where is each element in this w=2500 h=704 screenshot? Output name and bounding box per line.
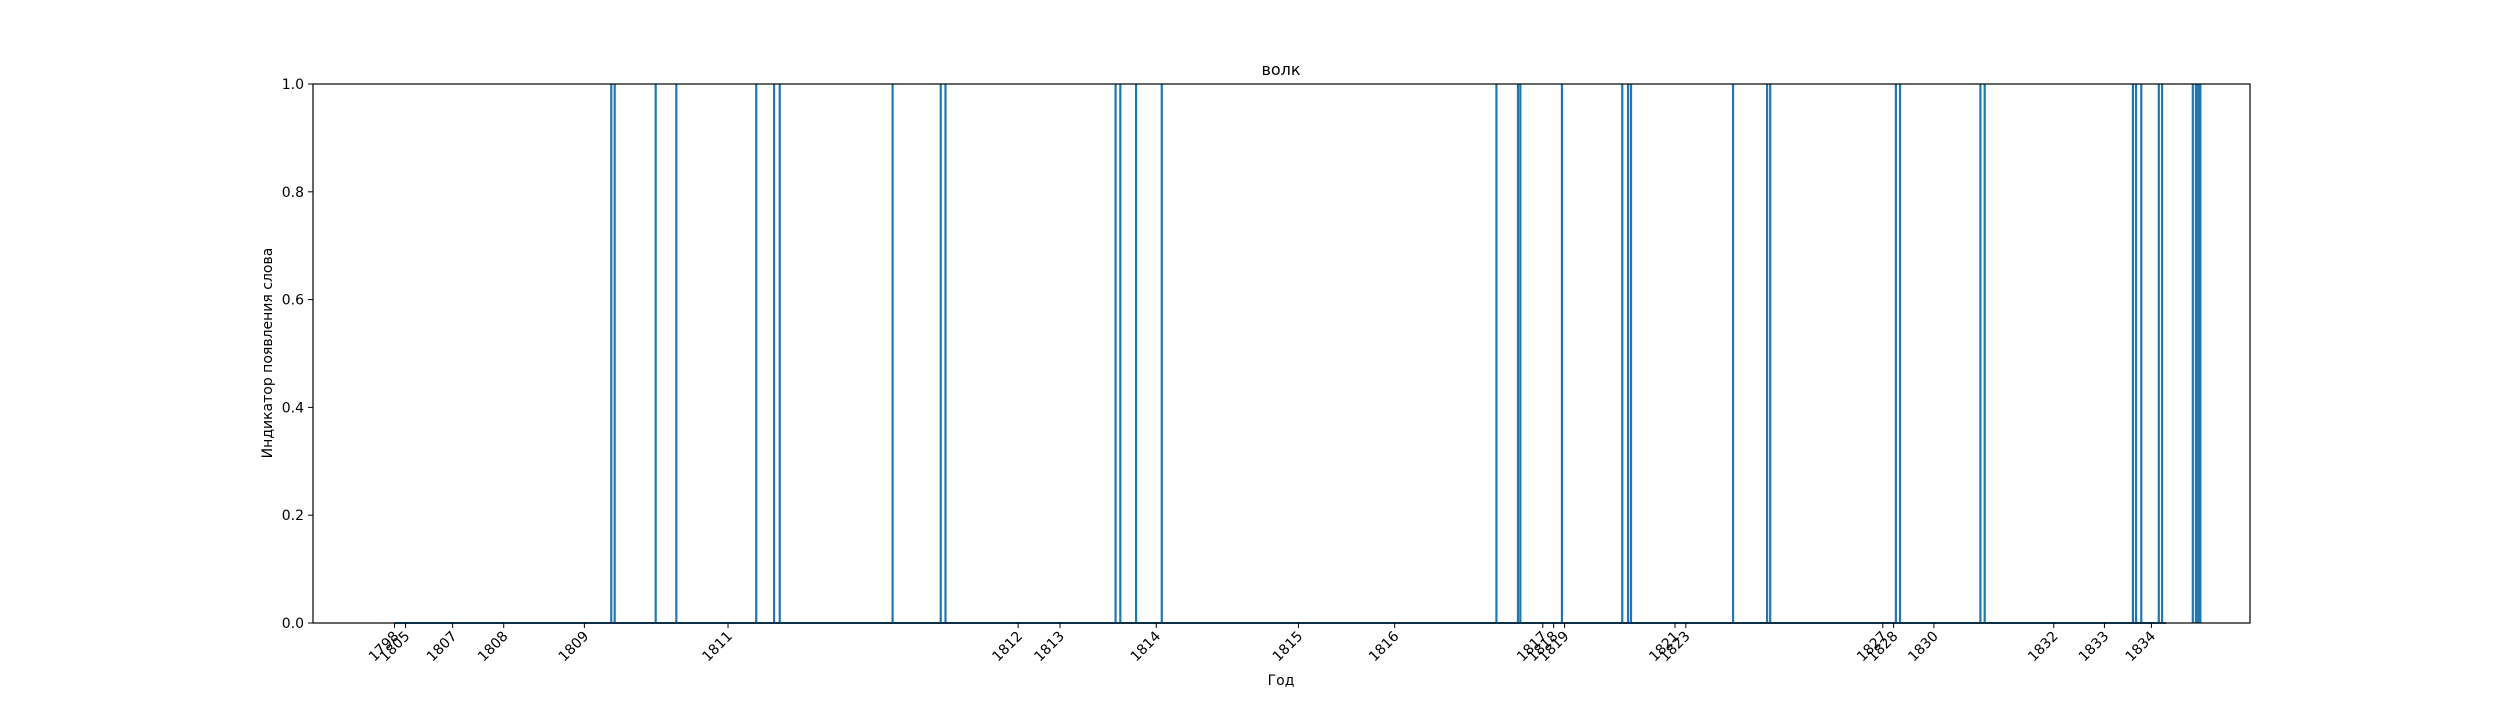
y-tick-label: 0.2 — [282, 508, 304, 524]
series-layer — [394, 84, 2202, 624]
x-axis-label: Год — [1268, 673, 1295, 689]
y-axis-label: Индикатор появления слова — [260, 248, 276, 459]
y-axis: 0.0 0.2 0.4 0.6 0.8 1.0 — [282, 77, 313, 632]
chart-title: волк — [1261, 60, 1300, 79]
y-tick-label: 0.8 — [282, 185, 304, 201]
y-tick-label: 0.4 — [282, 400, 304, 416]
plot-frame — [312, 83, 2251, 624]
y-tick-label: 1.0 — [282, 77, 304, 93]
y-tick-label: 0.6 — [282, 293, 304, 309]
y-tick-label: 0.0 — [282, 616, 304, 632]
